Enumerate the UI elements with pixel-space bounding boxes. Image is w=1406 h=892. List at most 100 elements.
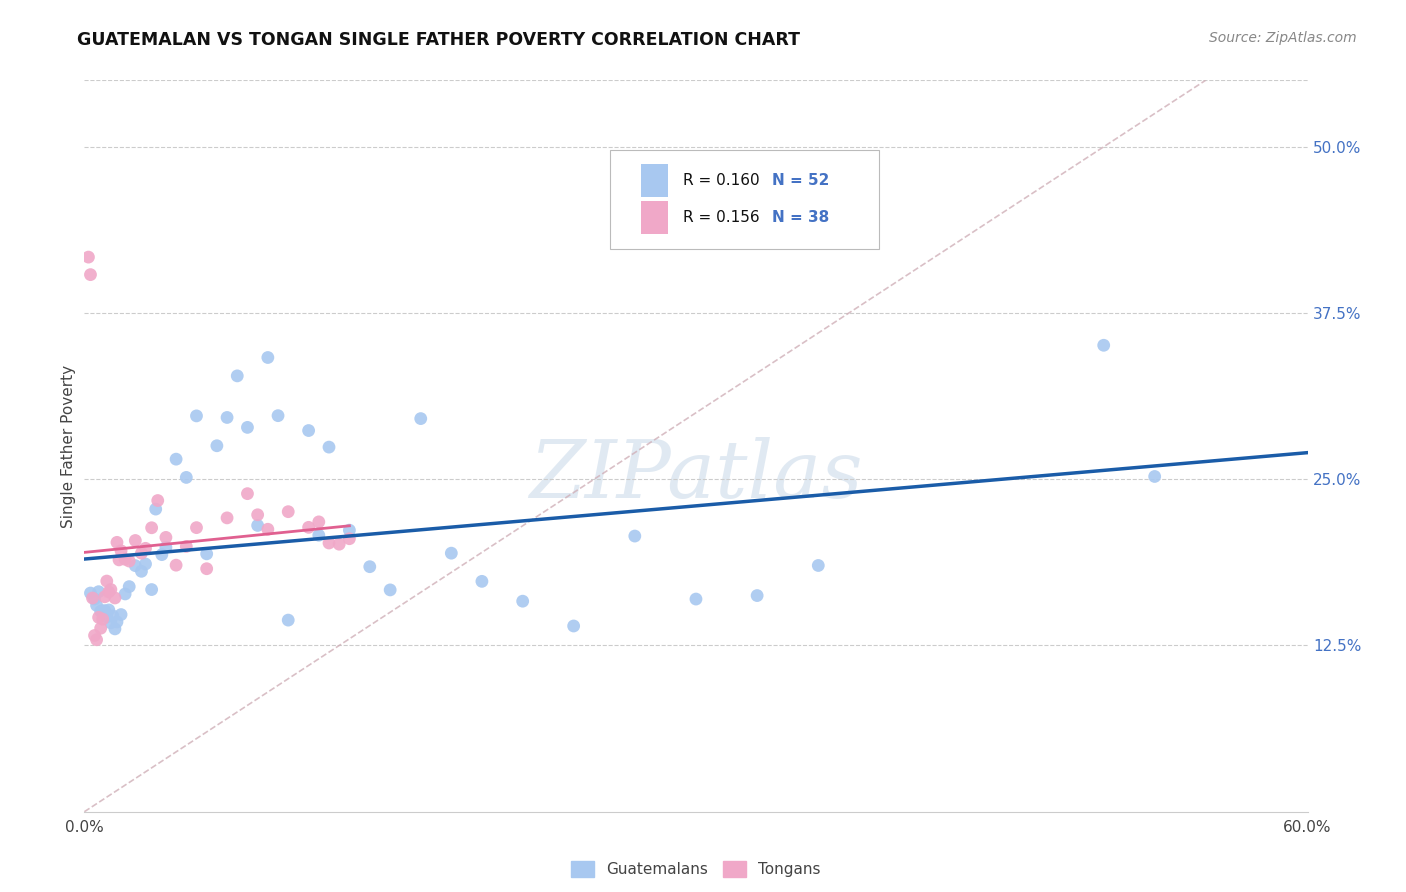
Text: Source: ZipAtlas.com: Source: ZipAtlas.com (1209, 31, 1357, 45)
Point (186, 409, 208, 423)
Point (79, 268, 101, 282)
Point (308, 515, 330, 529)
Point (246, 508, 269, 522)
Point (195, 547, 218, 561)
Point (118, 554, 141, 568)
Point (83, 592, 105, 607)
Point (205, 439, 228, 453)
Point (87, 584, 110, 599)
Legend: Guatemalans, Tongans: Guatemalans, Tongans (571, 862, 821, 877)
Point (155, 541, 177, 555)
Point (277, 505, 299, 519)
Point (298, 424, 321, 438)
Y-axis label: Single Father Poverty: Single Father Poverty (60, 365, 76, 527)
Point (562, 619, 585, 633)
Text: ZIPatlas: ZIPatlas (529, 436, 863, 514)
Point (150, 548, 173, 562)
Point (267, 409, 290, 423)
Point (146, 493, 169, 508)
Point (93, 604, 115, 618)
Point (186, 521, 208, 535)
Point (246, 518, 269, 533)
Point (512, 594, 534, 608)
Text: N = 38: N = 38 (772, 211, 830, 225)
Point (110, 543, 132, 558)
Point (145, 502, 167, 516)
Point (86, 599, 108, 613)
Point (104, 591, 127, 605)
Point (131, 546, 153, 560)
Point (135, 557, 157, 571)
FancyBboxPatch shape (610, 150, 880, 249)
Point (339, 532, 361, 546)
Point (83, 628, 105, 642)
Point (114, 587, 136, 601)
Point (195, 562, 218, 576)
Point (624, 529, 647, 543)
Point (101, 608, 124, 623)
Point (298, 520, 321, 534)
Point (97, 585, 120, 599)
Point (91, 612, 114, 626)
Point (105, 615, 128, 629)
Point (87, 610, 110, 624)
Point (118, 580, 141, 594)
FancyBboxPatch shape (641, 164, 668, 197)
Point (807, 558, 830, 573)
Point (105, 535, 128, 549)
Text: GUATEMALAN VS TONGAN SINGLE FATHER POVERTY CORRELATION CHART: GUATEMALAN VS TONGAN SINGLE FATHER POVER… (77, 31, 800, 49)
Text: N = 52: N = 52 (772, 173, 830, 188)
Point (90, 621, 112, 635)
Point (318, 536, 340, 550)
Point (108, 553, 131, 567)
Point (174, 540, 197, 554)
Point (91, 604, 114, 618)
Point (100, 582, 122, 597)
Point (82, 591, 104, 605)
Point (93, 590, 115, 604)
Point (141, 521, 163, 535)
Point (124, 558, 146, 573)
Point (685, 592, 707, 607)
Point (141, 582, 163, 597)
Point (236, 420, 259, 434)
Point (79, 586, 101, 600)
Text: R = 0.160: R = 0.160 (682, 173, 759, 188)
Point (110, 607, 132, 622)
Point (747, 589, 769, 603)
Point (257, 522, 280, 536)
Point (226, 368, 249, 383)
Point (1143, 469, 1166, 483)
Point (100, 615, 122, 630)
Point (90, 604, 112, 618)
Point (86, 632, 108, 647)
Point (104, 622, 127, 636)
Point (217, 410, 239, 425)
Point (236, 486, 259, 500)
Point (97, 603, 120, 617)
Point (135, 541, 157, 556)
Point (440, 546, 463, 560)
Point (174, 470, 197, 484)
Point (409, 411, 432, 425)
Point (257, 351, 280, 365)
Point (328, 537, 350, 551)
Point (165, 452, 187, 467)
FancyBboxPatch shape (641, 202, 668, 234)
Point (308, 528, 330, 542)
Point (359, 559, 381, 574)
Point (96, 574, 118, 588)
Point (277, 613, 299, 627)
Point (380, 582, 402, 597)
Point (1092, 338, 1115, 352)
Point (165, 558, 187, 573)
Point (77, 250, 100, 264)
Point (155, 530, 177, 544)
Text: R = 0.156: R = 0.156 (682, 211, 759, 225)
Point (318, 440, 340, 454)
Point (124, 533, 146, 548)
Point (96, 610, 118, 624)
Point (339, 523, 361, 537)
Point (471, 574, 494, 589)
Point (114, 552, 136, 566)
